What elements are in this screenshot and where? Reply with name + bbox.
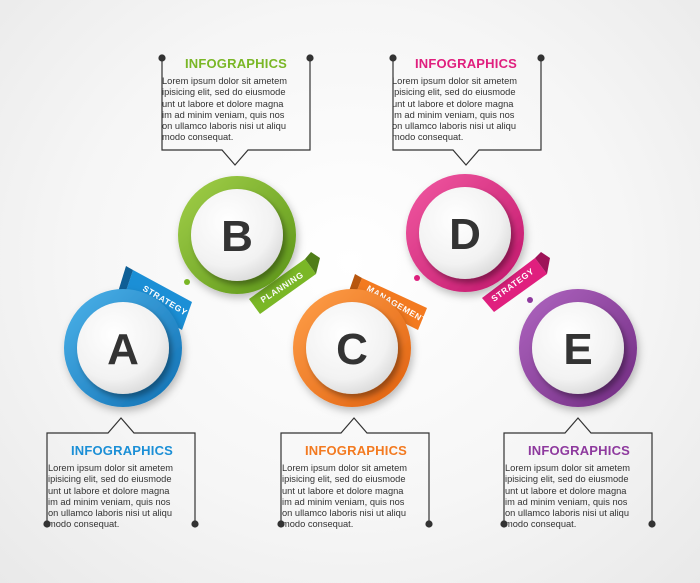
textbox-d-title: INFOGRAPHICS — [414, 56, 518, 71]
textbox-b-line: Lorem ipsum dolor sit ametem — [162, 76, 288, 86]
textbox-a-line: Lorem ipsum dolor sit ametem — [48, 463, 174, 473]
textbox-d-line: modo consequat. — [392, 132, 464, 143]
textbox-b-body: Lorem ipsum dolor sit ametem ipisicing e… — [156, 76, 316, 144]
step-d: D — [406, 174, 524, 292]
textbox-c-line: unt ut labore et dolore magna — [282, 485, 404, 496]
step-a-letter: A — [107, 325, 139, 374]
ribbon-planning-bc: PLANNING — [249, 252, 320, 314]
textbox-e-body: Lorem ipsum dolor sit ametem ipisicing e… — [499, 463, 659, 531]
textbox-e-line: im ad minim veniam, quis nos — [505, 496, 628, 507]
textbox-b-line: im ad minim veniam, quis nos — [162, 109, 285, 120]
ribbon-strategy-de: STRATEGY — [482, 252, 550, 312]
textbox-e-title: INFOGRAPHICS — [527, 443, 631, 458]
textbox-c-line: Lorem ipsum dolor sit ametem — [282, 463, 408, 473]
textbox-e-line: modo consequat. — [505, 519, 577, 530]
accent-dot-d — [414, 275, 420, 281]
textbox-a-body: Lorem ipsum dolor sit ametem ipisicing e… — [42, 463, 202, 531]
ribbon-strategy-de-label: STRATEGY — [489, 266, 536, 304]
step-e: E — [519, 289, 637, 407]
textbox-d-line: unt ut labore et dolore magna — [392, 98, 514, 109]
textbox-c-title: INFOGRAPHICS — [304, 443, 408, 458]
textbox-d-line: ipisicing elit, sed do eiusmode — [392, 87, 516, 98]
ribbon-strategy-ab-label: STRATEGY — [141, 283, 189, 318]
textbox-b-line: on ullamco laboris nisi ut aliqu — [162, 121, 287, 132]
textbox-a-title: INFOGRAPHICS — [70, 443, 174, 458]
textbox-d-line: im ad minim veniam, quis nos — [392, 109, 515, 120]
textbox-e-line: Lorem ipsum dolor sit ametem — [505, 463, 631, 473]
textbox-e-line: on ullamco laboris nisi ut aliqu — [505, 508, 630, 519]
textbox-e-line: unt ut labore et dolore magna — [505, 485, 627, 496]
step-e-letter: E — [563, 325, 592, 374]
textbox-e: INFOGRAPHICS Lorem ipsum dolor sit amete… — [499, 443, 659, 531]
textbox-a-line: modo consequat. — [48, 519, 120, 530]
step-b: B — [178, 176, 296, 294]
textbox-d-line: on ullamco laboris nisi ut aliqu — [392, 121, 517, 132]
textbox-b-line: modo consequat. — [162, 132, 234, 143]
ribbon-planning-bc-label: PLANNING — [259, 269, 306, 304]
textbox-b-title: INFOGRAPHICS — [184, 56, 288, 71]
textbox-e-line: ipisicing elit, sed do eiusmode — [505, 474, 629, 485]
textbox-d-body: Lorem ipsum dolor sit ametem ipisicing e… — [386, 76, 546, 144]
ribbon-strategy-ab: STRATEGY — [118, 266, 192, 330]
textbox-b-line: ipisicing elit, sed do eiusmode — [162, 87, 286, 98]
textbox-a-line: on ullamco laboris nisi ut aliqu — [48, 508, 173, 519]
textbox-c-body: Lorem ipsum dolor sit ametem ipisicing e… — [276, 463, 436, 531]
textbox-b-line: unt ut labore et dolore magna — [162, 98, 284, 109]
accent-dot-b — [184, 279, 190, 285]
textbox-a-line: unt ut labore et dolore magna — [48, 485, 170, 496]
step-c-letter: C — [336, 325, 368, 374]
textbox-d-line: Lorem ipsum dolor sit ametem — [392, 76, 518, 86]
textbox-a: INFOGRAPHICS Lorem ipsum dolor sit amete… — [42, 443, 202, 531]
step-c: C — [293, 289, 411, 407]
textbox-d: INFOGRAPHICS Lorem ipsum dolor sit amete… — [386, 56, 546, 144]
textbox-a-line: im ad minim veniam, quis nos — [48, 496, 171, 507]
textbox-c-line: on ullamco laboris nisi ut aliqu — [282, 508, 407, 519]
ribbon-management-cd-label: MANAGEMENT — [365, 283, 429, 326]
ribbon-management-cd: MANAGEMENT — [348, 274, 429, 330]
textbox-a-line: ipisicing elit, sed do eiusmode — [48, 474, 172, 485]
textbox-c: INFOGRAPHICS Lorem ipsum dolor sit amete… — [276, 443, 436, 531]
textbox-c-line: ipisicing elit, sed do eiusmode — [282, 474, 406, 485]
textbox-b: INFOGRAPHICS Lorem ipsum dolor sit amete… — [156, 56, 316, 144]
step-d-letter: D — [449, 210, 481, 259]
textbox-c-line: im ad minim veniam, quis nos — [282, 496, 405, 507]
accent-dot-e — [527, 297, 533, 303]
step-a: A — [64, 289, 182, 407]
step-b-letter: B — [221, 212, 253, 261]
textbox-c-line: modo consequat. — [282, 519, 354, 530]
